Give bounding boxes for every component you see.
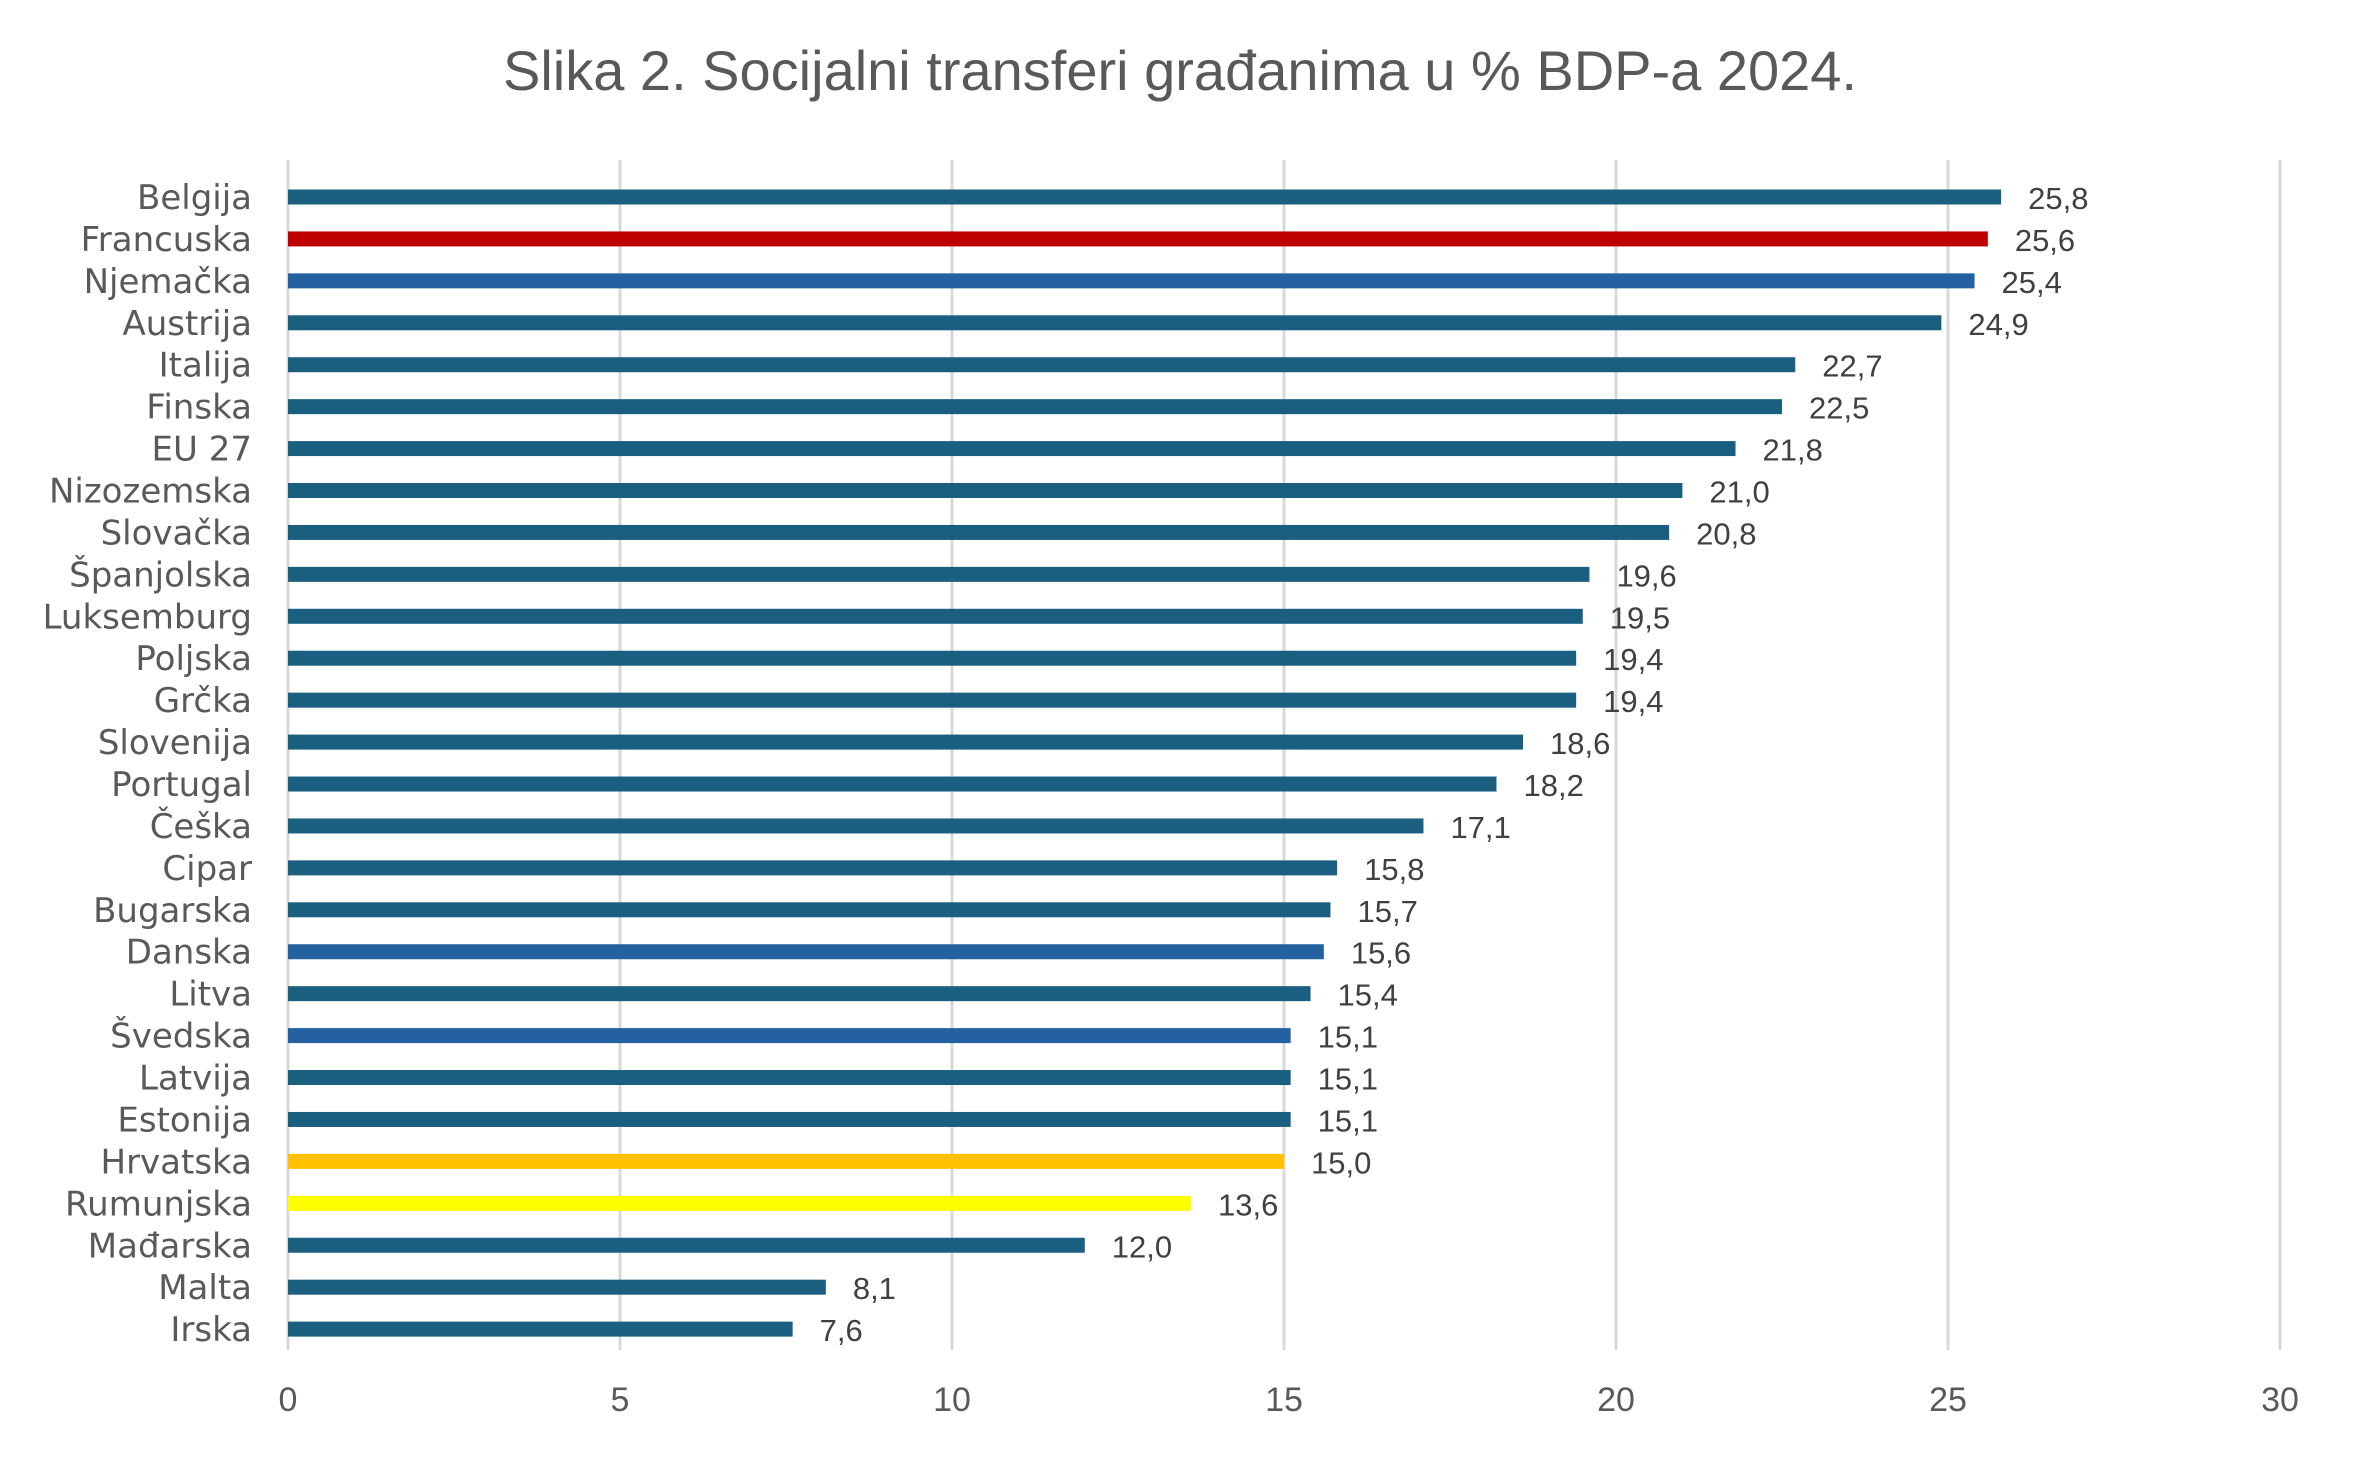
- category-label: Litva: [169, 975, 252, 1015]
- category-label: EU 27: [152, 430, 252, 470]
- category-label: Slovačka: [101, 513, 252, 553]
- category-label: Francuska: [81, 220, 252, 260]
- data-label: 22,7: [1822, 349, 1882, 384]
- data-label: 24,9: [1968, 307, 2028, 342]
- category-label: Latvija: [139, 1059, 252, 1099]
- category-label: Estonija: [117, 1100, 252, 1140]
- bars: [288, 189, 2002, 1337]
- value-labels: 25,8 25,6 25,4 24,9 22,7 22,5 21,8 21,0 20,8 19,6…: [820, 181, 2089, 1348]
- category-label: Grčka: [154, 681, 252, 721]
- data-label: 25,6: [2015, 223, 2075, 258]
- x-tick-label: 5: [611, 1381, 630, 1419]
- data-label: 8,1: [853, 1271, 896, 1306]
- category-label: Finska: [146, 388, 252, 428]
- bar: [288, 483, 1683, 499]
- category-label: Malta: [158, 1268, 252, 1308]
- data-label: 18,6: [1550, 726, 1610, 761]
- category-label: Češka: [150, 806, 252, 847]
- data-label: 19,6: [1616, 558, 1676, 593]
- x-tick-label: 0: [279, 1381, 298, 1419]
- data-label: 15,1: [1318, 1103, 1378, 1138]
- category-label: Austrija: [122, 304, 252, 344]
- bar: [288, 399, 1782, 415]
- bar: [288, 1237, 1085, 1253]
- bar: [288, 1279, 826, 1295]
- x-tick-label: 25: [1929, 1381, 1967, 1419]
- category-label: Slovenija: [98, 723, 252, 763]
- bar: [288, 608, 1583, 624]
- data-label: 20,8: [1696, 516, 1756, 551]
- bar: [288, 650, 1577, 666]
- data-label: 21,8: [1763, 433, 1823, 468]
- category-label: Irska: [170, 1310, 252, 1350]
- data-label: 19,4: [1603, 684, 1663, 719]
- bar: [288, 566, 1590, 582]
- category-labels: BelgijaFrancuskaNjemačkaAustrijaItalijaF…: [43, 178, 252, 1350]
- category-label: Cipar: [162, 849, 252, 889]
- chart-title: Slika 2. Socijalni transferi građanima u…: [502, 39, 1857, 102]
- category-label: Italija: [159, 346, 252, 386]
- bar: [288, 441, 1736, 457]
- category-label: Poljska: [135, 639, 252, 679]
- bar: [288, 1028, 1291, 1044]
- bar: [288, 860, 1338, 876]
- bar: [288, 986, 1311, 1002]
- bar: [288, 231, 1988, 247]
- bar: [288, 273, 1975, 289]
- data-label: 17,1: [1450, 810, 1510, 845]
- category-label: Nizozemska: [49, 472, 252, 512]
- data-label: 25,8: [2028, 181, 2088, 216]
- data-label: 15,0: [1311, 1145, 1371, 1180]
- bar: [288, 944, 1324, 960]
- category-label: Portugal: [111, 765, 252, 805]
- bar: [288, 1111, 1291, 1127]
- data-label: 19,4: [1603, 642, 1663, 677]
- data-label: 15,4: [1338, 978, 1398, 1013]
- bar: [288, 1321, 793, 1337]
- bar: [288, 902, 1331, 918]
- data-label: 21,0: [1709, 475, 1769, 510]
- category-label: Luksemburg: [43, 597, 252, 637]
- bar: [288, 776, 1497, 792]
- bar: [288, 189, 2002, 205]
- data-label: 15,6: [1351, 936, 1411, 971]
- data-label: 25,4: [2002, 265, 2062, 300]
- bar: [288, 524, 1670, 540]
- data-label: 22,5: [1809, 391, 1869, 426]
- x-tick-label: 15: [1265, 1381, 1303, 1419]
- data-label: 12,0: [1112, 1229, 1172, 1264]
- data-label: 15,1: [1318, 1020, 1378, 1055]
- bar: [288, 1070, 1291, 1086]
- x-axis-tick-labels: 0 5 10 15 20 25 30: [279, 1381, 2299, 1419]
- data-label: 13,6: [1218, 1187, 1278, 1222]
- category-label: Bugarska: [93, 891, 252, 931]
- category-label: Njemačka: [84, 262, 252, 302]
- bar: [288, 818, 1424, 834]
- x-tick-label: 20: [1597, 1381, 1635, 1419]
- data-label: 15,7: [1357, 894, 1417, 929]
- bar: [288, 315, 1942, 331]
- category-label: Rumunjska: [65, 1184, 252, 1224]
- bar: [288, 1153, 1284, 1169]
- x-tick-label: 30: [2261, 1381, 2299, 1419]
- data-label: 7,6: [820, 1313, 863, 1348]
- category-label: Belgija: [137, 178, 252, 218]
- bar: [288, 1195, 1192, 1211]
- data-label: 18,2: [1523, 768, 1583, 803]
- category-label: Danska: [126, 933, 252, 973]
- bar: [288, 734, 1524, 750]
- category-label: Hrvatska: [101, 1142, 252, 1182]
- category-label: Mađarska: [88, 1226, 252, 1266]
- bar: [288, 692, 1577, 708]
- category-label: Španjolska: [69, 554, 252, 595]
- bar: [288, 357, 1796, 373]
- data-label: 15,8: [1364, 852, 1424, 887]
- x-tick-label: 10: [933, 1381, 971, 1419]
- data-label: 15,1: [1318, 1062, 1378, 1097]
- category-label: Švedska: [110, 1016, 252, 1057]
- data-label: 19,5: [1610, 600, 1670, 635]
